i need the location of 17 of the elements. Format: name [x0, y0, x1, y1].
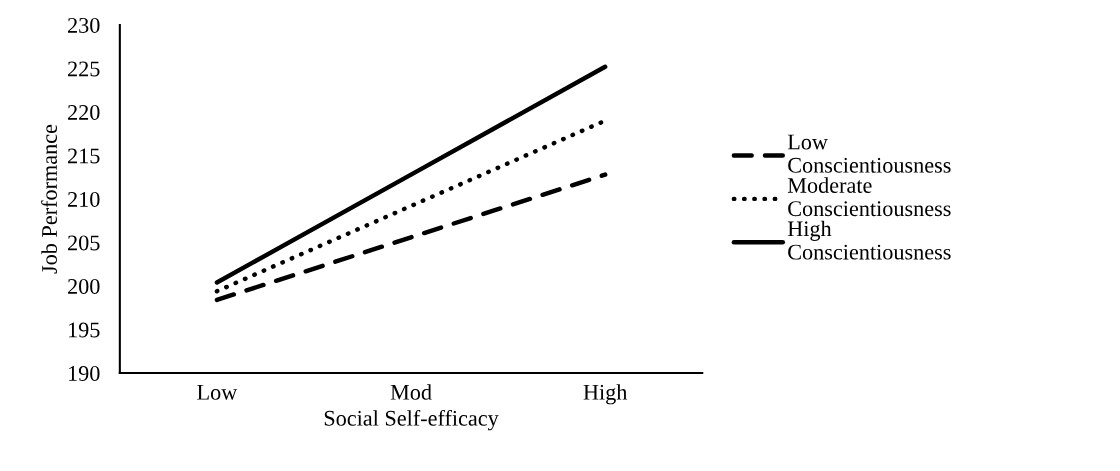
y-tick-label: 225 — [68, 61, 100, 77]
y-tick-label: 210 — [68, 191, 100, 207]
y-tick-label: 205 — [68, 235, 100, 251]
x-tick-label: Low — [197, 385, 238, 400]
legend-label: Moderate Conscientiousness — [787, 177, 951, 217]
y-tick-label: 195 — [69, 322, 100, 338]
y-tick-label: 230 — [68, 17, 100, 33]
x-tick-label: High — [583, 384, 628, 405]
x-axis-title: Social Self-efficacy — [324, 409, 499, 431]
y-axis-title: Job Performance — [41, 124, 57, 274]
y-tick-label: 220 — [68, 104, 100, 120]
y-tick-label: 215 — [68, 148, 100, 164]
y-tick-label: 200 — [68, 278, 100, 294]
x-tick-label: Mod — [390, 384, 432, 400]
y-tick-label: 190 — [69, 365, 100, 381]
legend-label: Low Conscientiousness — [787, 134, 951, 173]
legend-label: High Conscientiousness — [787, 220, 951, 260]
